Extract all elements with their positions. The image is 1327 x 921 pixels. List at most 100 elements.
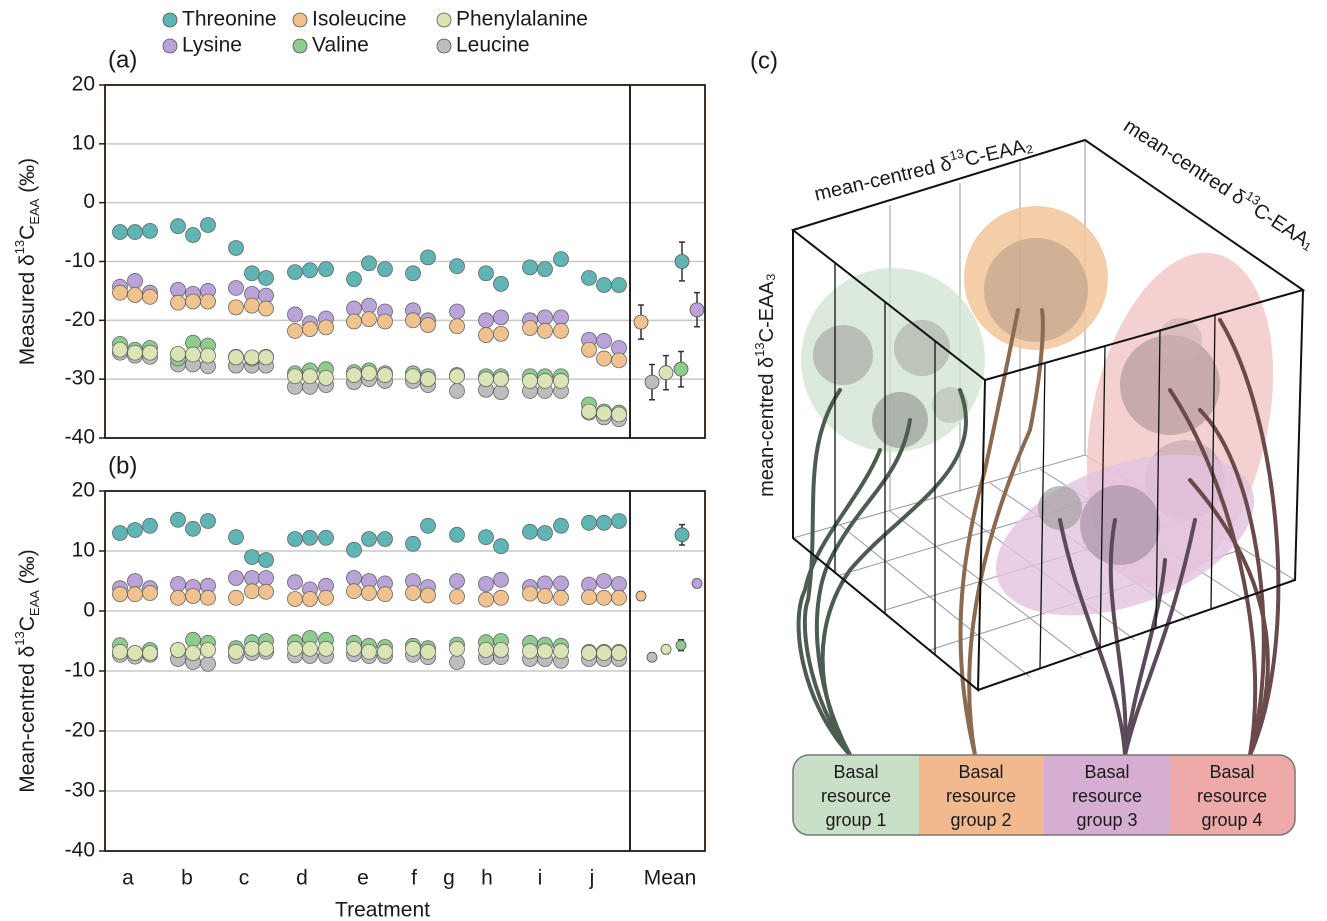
- point: [478, 312, 494, 329]
- point: [200, 642, 216, 658]
- mean-point: [660, 644, 672, 655]
- point: [228, 280, 244, 296]
- blob: [1120, 335, 1220, 435]
- y-label-sup: 13: [12, 631, 27, 645]
- point: [478, 591, 494, 608]
- point: [493, 325, 509, 342]
- point: [346, 570, 362, 586]
- group-label: group 1: [825, 810, 886, 830]
- y-axis-label: Mean-centred δ13CEAA (‰): [12, 549, 42, 793]
- point: [493, 589, 509, 606]
- point: [581, 514, 597, 531]
- x-tick-label: j: [589, 867, 595, 890]
- point: [553, 309, 569, 326]
- axis-label-sup: 13: [948, 146, 965, 164]
- point: [244, 640, 260, 657]
- point: [493, 538, 509, 555]
- y-tick-label: -10: [65, 659, 95, 682]
- legend-label: Lysine: [182, 34, 242, 57]
- axis-label-part: mean-centred δ: [812, 153, 953, 206]
- y-label-sub: EAA: [27, 198, 42, 224]
- legend-label: Threonine: [182, 8, 277, 31]
- group-label: group 3: [1076, 810, 1137, 830]
- point: [200, 655, 216, 672]
- blob: [872, 392, 928, 448]
- point: [405, 640, 421, 657]
- point: [228, 349, 244, 366]
- y-label-part: (‰): [16, 158, 39, 199]
- point: [596, 405, 612, 422]
- point: [244, 570, 260, 586]
- point: [420, 643, 436, 660]
- point: [302, 262, 318, 279]
- mean-point: [658, 365, 674, 381]
- point: [142, 344, 158, 361]
- group-label: group 2: [950, 810, 1011, 830]
- point: [361, 297, 377, 314]
- cube-diagram: (c): [750, 47, 1318, 836]
- point: [537, 525, 553, 541]
- legend-label: Phenylalanine: [456, 8, 588, 31]
- point: [200, 589, 216, 606]
- point: [420, 517, 436, 534]
- point: [405, 535, 421, 552]
- point: [112, 224, 128, 240]
- point: [228, 299, 244, 316]
- group-label: group 4: [1201, 810, 1262, 830]
- point: [522, 373, 538, 389]
- mean-point: [674, 254, 690, 269]
- blob: [813, 325, 873, 385]
- point: [127, 344, 143, 361]
- point: [449, 258, 465, 275]
- group-cell: [1044, 755, 1170, 835]
- point: [522, 643, 538, 660]
- point: [142, 517, 158, 534]
- point: [112, 643, 128, 660]
- point: [318, 640, 334, 657]
- point: [302, 368, 318, 385]
- x-tick-label: g: [443, 867, 455, 890]
- axis-label: mean-centred δ13C-EAA₂: [811, 130, 1035, 206]
- plot-frame: [104, 84, 706, 439]
- point: [170, 345, 186, 362]
- point: [185, 645, 201, 661]
- point: [302, 321, 318, 338]
- legend-swatch: [292, 38, 308, 54]
- point: [287, 323, 303, 339]
- legend-label: Leucine: [456, 34, 530, 57]
- axis-label: mean-centred δ13C-EAA₃: [752, 273, 778, 497]
- point: [287, 264, 303, 280]
- point: [449, 368, 465, 385]
- point: [287, 306, 303, 323]
- point: [405, 312, 421, 329]
- point: [112, 341, 128, 358]
- point: [611, 277, 627, 293]
- point: [611, 352, 627, 369]
- point: [493, 275, 509, 292]
- group-label: resource: [821, 786, 891, 806]
- point: [142, 223, 158, 239]
- point: [200, 217, 216, 233]
- y-tick-label: -30: [65, 367, 95, 390]
- point: [318, 370, 334, 386]
- y-tick-label: 0: [83, 190, 95, 213]
- point: [127, 573, 143, 589]
- point: [244, 349, 260, 366]
- point: [258, 583, 274, 600]
- point: [127, 645, 143, 661]
- cube-edges: [790, 138, 1306, 693]
- link-group-2: [958, 308, 1020, 757]
- point: [318, 589, 334, 606]
- point: [228, 529, 244, 546]
- point: [200, 513, 216, 529]
- panel-label: (c): [750, 47, 778, 74]
- point: [287, 368, 303, 385]
- point: [596, 333, 612, 349]
- blob: [1080, 485, 1160, 565]
- blob: [932, 387, 968, 423]
- point: [377, 643, 393, 660]
- point: [522, 259, 538, 276]
- point: [377, 313, 393, 330]
- y-tick-label: -40: [65, 426, 95, 449]
